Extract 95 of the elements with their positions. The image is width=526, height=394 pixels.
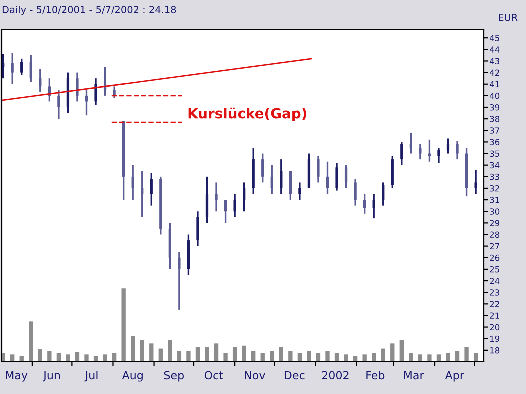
y-tick-label: 32 [490,185,500,192]
x-tick-label: Sep [164,371,184,382]
y-tick-label: 36 [490,139,500,146]
bar [2,353,6,362]
bar [84,354,89,362]
x-tick-label: Dec [284,371,305,380]
y-tick-label: 26 [490,254,500,262]
y-tick-label: 42 [490,70,500,76]
bar [75,352,80,362]
y-tick-label: 23 [490,290,500,296]
x-tick-label: Feb [366,371,385,380]
y-tick-label: 39 [490,104,500,111]
y-tick-label: 22 [490,301,500,308]
x-tick-label: May [6,371,28,382]
bar [326,351,330,362]
y-tick-label: 33 [490,174,500,180]
bar [446,353,450,362]
bar [390,344,395,362]
bar [252,351,256,362]
bar [168,340,172,362]
bar [362,354,367,362]
bar [94,356,98,362]
bar [418,354,423,362]
y-tick-label: 31 [490,197,500,204]
bar [372,353,376,362]
y-tick-label: 40 [490,92,500,100]
y-tick-label: 35 [490,150,500,158]
text: EUR [499,14,518,22]
y-tick-label: 28 [490,232,500,238]
y-tick-label: 38 [490,116,500,122]
bar [150,344,154,362]
x-tick-label: Mar [404,371,424,380]
x-tick-label: Apr [445,371,464,382]
y-tick-label: 27 [490,243,500,250]
bar [196,347,200,362]
bar [122,288,126,362]
x-tick-label: Jul [84,371,98,382]
bar [316,353,321,362]
bar [344,354,348,362]
x-tick-label: Nov [245,371,266,380]
bar [260,353,265,362]
x-tick-label: 2002 [322,371,349,380]
bar [455,351,460,362]
bar [66,354,70,362]
annotation: Kurslücke(Gap) [188,108,306,122]
bar [131,336,136,362]
bar [214,344,219,362]
bar [436,354,442,362]
bar [29,322,34,362]
y-tick-label: 43 [490,58,500,65]
bar [381,348,386,362]
bar [112,353,117,362]
bar [48,351,52,362]
y-tick-label: 37 [490,128,500,134]
x-tick-label: Jun [43,371,60,382]
x-tick-label: Aug [122,371,143,382]
bar [334,353,340,362]
bar [205,347,210,362]
y-tick-label: 30 [490,208,500,215]
bar [288,351,293,362]
y-tick-label: 29 [490,220,500,226]
y-tick-label: 25 [490,266,500,273]
bar [242,346,246,362]
bar [186,351,191,362]
y-tick-label: 34 [490,162,500,169]
bar [298,353,302,362]
y-tick-label: 20 [490,324,500,331]
bar [10,354,15,362]
y-tick-label: 44 [490,46,500,53]
x-tick-label: Oct [204,371,224,380]
chart-title: Daily - 5/10/2001 - 5/7/2002 : 24.18 [2,6,176,16]
bar [353,356,358,362]
bar [279,347,284,362]
bar [224,353,228,362]
y-tick-label: 41 [490,81,500,88]
bar [140,340,144,362]
bar [270,351,274,362]
y-tick-label: 18 [490,347,500,354]
bar [232,347,238,362]
bar [428,354,432,362]
bar [474,353,478,362]
bar [158,348,163,362]
bar [307,351,312,362]
bar [464,347,469,362]
bar [400,340,404,362]
bar [56,353,62,362]
y-tick-label: 19 [490,336,500,342]
bar [38,350,42,362]
bar [177,351,182,362]
y-tick-label: 21 [490,312,500,319]
bar [409,353,414,362]
y-tick-label: 45 [490,35,500,42]
y-tick-label: 24 [490,278,500,284]
bar [103,354,108,362]
bar [20,356,24,362]
